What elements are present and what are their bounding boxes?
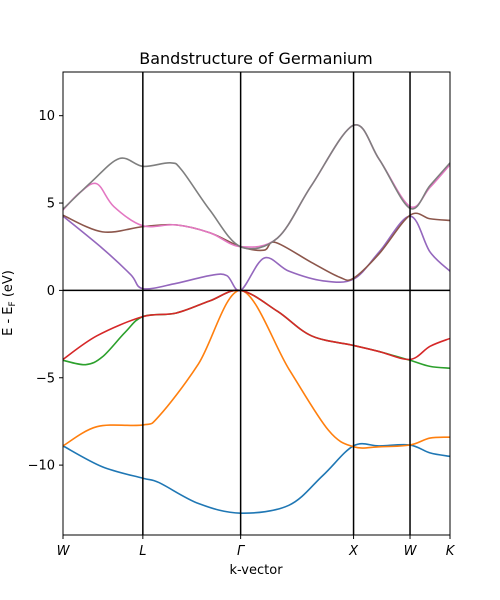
chart-title: Bandstructure of Germanium (139, 49, 373, 68)
plot-frame (62, 71, 451, 536)
y-axis-ticks: −10 −5 0 5 10 (28, 109, 63, 474)
band-line-6 (62, 212, 451, 282)
k-point-label: K (446, 544, 456, 559)
y-tick-label: −5 (36, 371, 55, 386)
x-axis-title: k-vector (229, 563, 283, 578)
y-tick-label: 0 (47, 284, 55, 299)
y-tick-label: 5 (47, 197, 55, 212)
y-tick-label: −10 (28, 459, 55, 474)
k-point-label: X (348, 544, 359, 559)
k-point-label: W (404, 544, 418, 559)
high-symmetry-lines (142, 72, 411, 535)
k-point-label: W (57, 544, 71, 559)
k-point-label: Γ (237, 544, 246, 559)
band-line-5 (62, 215, 451, 292)
y-tick-label: 10 (38, 109, 55, 124)
y-axis-title: E - EF (eV) (1, 270, 18, 336)
k-point-label: L (139, 544, 146, 559)
